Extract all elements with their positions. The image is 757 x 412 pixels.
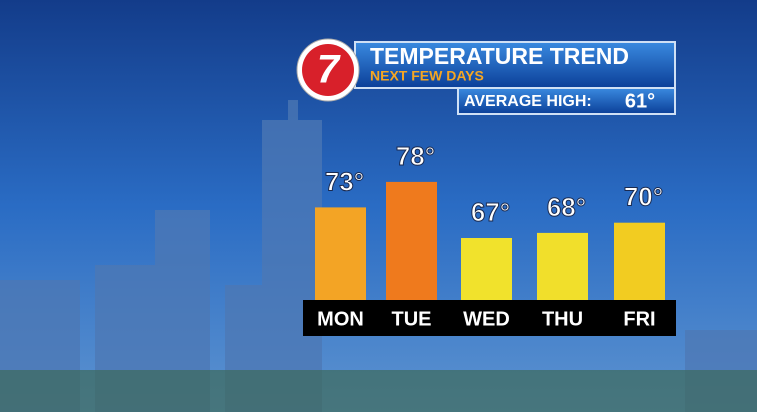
value-label: 78° [396, 141, 435, 171]
x-tick-label: FRI [623, 308, 655, 330]
average-label: AVERAGE HIGH: [464, 93, 592, 110]
value-label: 70° [624, 182, 663, 212]
category-strip [303, 300, 676, 336]
x-tick-label: THU [542, 308, 583, 330]
average-value: 61° [625, 90, 655, 112]
logo [302, 44, 354, 96]
x-tick-label: MON [317, 308, 364, 330]
chart-subtitle: NEXT FEW DAYS [370, 68, 484, 84]
bar [315, 207, 366, 300]
average-box [457, 87, 676, 115]
value-label: 67° [471, 197, 510, 227]
x-tick-label: TUE [392, 308, 432, 330]
value-label: 68° [547, 192, 586, 222]
trees [0, 370, 757, 412]
bar [614, 222, 665, 300]
logo-text: 7 [317, 48, 341, 92]
x-tick-label: WED [463, 308, 510, 330]
bar [386, 181, 437, 300]
bar [537, 232, 588, 300]
bar [461, 238, 512, 300]
value-label: 73° [325, 166, 364, 196]
chart-title: TEMPERATURE TREND [370, 43, 629, 69]
